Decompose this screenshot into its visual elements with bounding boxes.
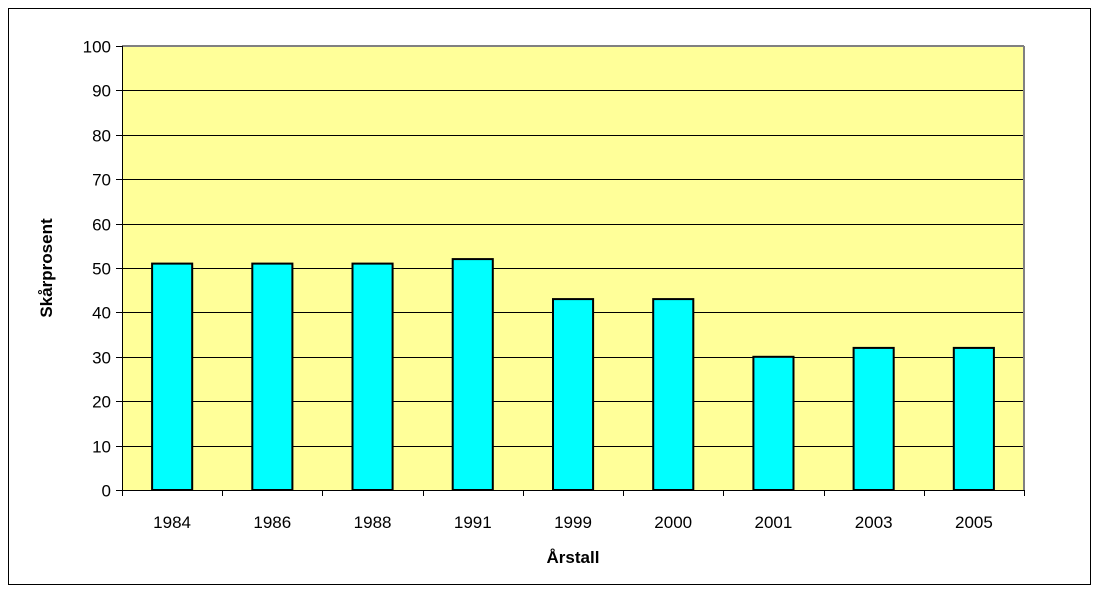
y-tick-label: 30 bbox=[92, 349, 111, 368]
y-tick-label: 90 bbox=[92, 82, 111, 101]
axes bbox=[116, 45, 1025, 496]
y-tick-label: 80 bbox=[92, 127, 111, 146]
y-tick-label: 50 bbox=[92, 260, 111, 279]
bar-2001 bbox=[752, 355, 795, 491]
x-tick-label: 2000 bbox=[654, 513, 692, 532]
y-tick-labels: 0 10 20 30 40 50 60 70 80 90 100 bbox=[83, 38, 111, 501]
y-tick-label: 100 bbox=[83, 38, 111, 57]
x-tick-label: 1986 bbox=[253, 513, 291, 532]
bar-2003 bbox=[852, 346, 895, 491]
y-tick-label: 0 bbox=[102, 482, 111, 501]
bar-1984 bbox=[151, 262, 194, 491]
x-tick-label: 2003 bbox=[855, 513, 893, 532]
y-axis-title: Skårprosent bbox=[37, 218, 56, 318]
y-tick-label: 70 bbox=[92, 171, 111, 190]
x-tick-label: 1999 bbox=[554, 513, 592, 532]
y-tick-label: 20 bbox=[92, 393, 111, 412]
x-tick-label: 2005 bbox=[955, 513, 993, 532]
bar-1999 bbox=[552, 298, 595, 491]
x-axis-title: Årstall bbox=[547, 548, 600, 567]
x-tick-label: 2001 bbox=[754, 513, 792, 532]
x-tick-label: 1984 bbox=[153, 513, 191, 532]
bar-1988 bbox=[351, 262, 394, 491]
bar-1991 bbox=[451, 258, 494, 491]
y-tick-label: 10 bbox=[92, 438, 111, 457]
bar-2000 bbox=[652, 298, 695, 491]
y-tick-label: 40 bbox=[92, 304, 111, 323]
x-tick-labels: 1984 1986 1988 1991 1999 2000 2001 2003 2005 bbox=[153, 513, 993, 532]
bars bbox=[151, 258, 995, 491]
x-tick-label: 1988 bbox=[354, 513, 392, 532]
bar-2005 bbox=[952, 346, 995, 491]
y-tick-label: 60 bbox=[92, 216, 111, 235]
bar-1986 bbox=[251, 262, 294, 491]
x-tick-label: 1991 bbox=[454, 513, 492, 532]
